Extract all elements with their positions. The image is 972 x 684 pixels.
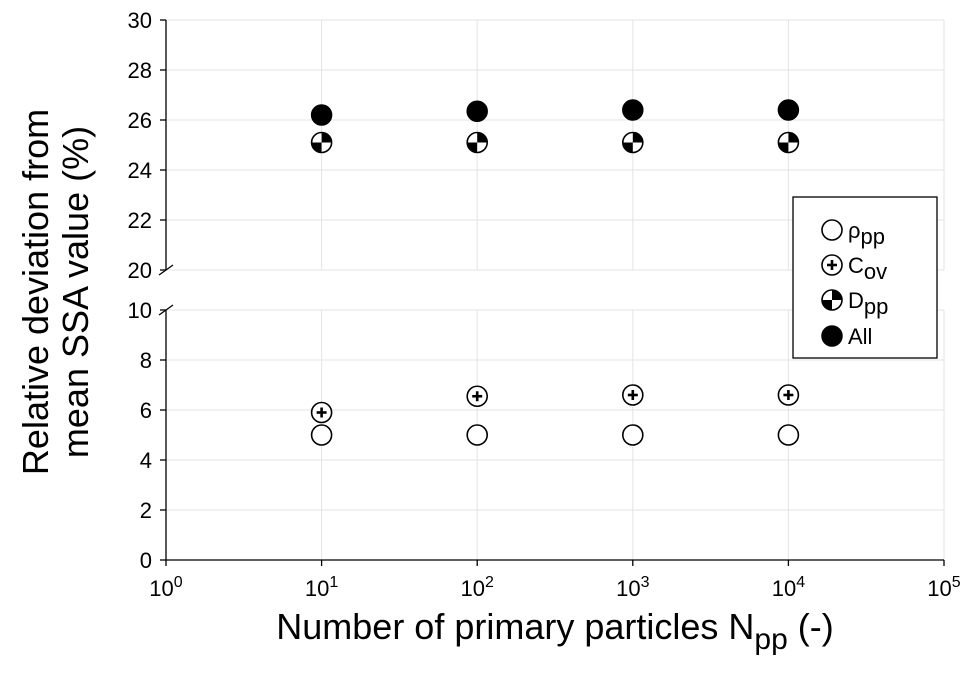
marker-body	[777, 99, 800, 121]
marker-quadrant-bl	[822, 300, 832, 310]
data-point-quarter-filled-circle	[777, 131, 800, 154]
marker-quadrant-bl	[311, 142, 322, 153]
legend: ρpp Cov Dpp All	[792, 196, 938, 359]
y-tick-label: 0	[140, 548, 152, 573]
data-point-filled-circle	[777, 99, 800, 121]
marker-body	[622, 99, 644, 121]
y-tick-label: 24	[128, 158, 152, 183]
legend-marker-open-circle	[821, 219, 843, 241]
x-axis-title-main: Number of primary particles N	[276, 606, 754, 647]
marker-quadrant-tr	[321, 132, 332, 143]
x-tick-label: 105	[927, 574, 960, 601]
y-tick-label: 30	[128, 8, 152, 33]
marker-quadrant-tr	[632, 132, 643, 143]
y-tick-label: 10	[128, 298, 152, 323]
data-point-quarter-filled-circle	[621, 131, 644, 154]
data-point-circle-plus	[621, 384, 644, 406]
marker-quadrant-tr	[788, 132, 799, 143]
marker-body	[777, 424, 800, 446]
x-tick-label: 101	[305, 574, 338, 601]
y-tick-label: 22	[128, 208, 152, 233]
marker-quadrant-tr	[477, 132, 488, 143]
marker-quadrant-bl	[778, 142, 789, 153]
legend-marker-quarter-filled-circle	[821, 289, 843, 311]
x-axis-title-suffix: (-)	[788, 606, 834, 647]
legend-marker-filled-circle	[821, 325, 843, 347]
legend-box	[792, 196, 938, 359]
marker-quadrant-bl	[467, 142, 478, 153]
y-axis-title-line1: Relative deviation from	[15, 109, 56, 475]
y-tick-label: 26	[128, 108, 152, 133]
marker-body	[466, 424, 489, 446]
marker-body	[310, 104, 333, 126]
marker-body	[310, 424, 333, 446]
x-tick-label: 100	[149, 574, 182, 601]
data-points	[310, 99, 800, 446]
x-axis-title-sub: pp	[754, 623, 787, 656]
marker-body	[821, 219, 843, 241]
legend-label-cov: Cov	[848, 253, 887, 284]
marker-body	[821, 325, 843, 347]
legend-marker-circle-plus	[821, 254, 843, 276]
y-tick-label: 20	[128, 258, 152, 283]
plot-frame	[158, 20, 944, 561]
y-tick-label: 6	[140, 398, 152, 423]
y-tick-label: 8	[140, 348, 152, 373]
marker-body	[466, 100, 488, 122]
x-tick-label: 104	[772, 574, 805, 601]
legend-label-dpp: Dpp	[848, 288, 888, 319]
x-tick-label: 102	[461, 574, 494, 601]
data-point-circle-plus	[466, 385, 489, 408]
data-point-quarter-filled-circle	[466, 131, 489, 154]
legend-label-rho: ρpp	[848, 218, 885, 249]
y-axis-title-line2: mean SSA value (%)	[55, 126, 96, 458]
data-point-open-circle	[777, 424, 800, 446]
data-point-open-circle	[310, 424, 333, 446]
y-tick-label: 4	[140, 448, 152, 473]
data-point-filled-circle	[622, 99, 644, 121]
data-point-circle-plus	[310, 401, 333, 424]
data-point-circle-plus	[777, 384, 800, 406]
marker-body	[621, 424, 644, 446]
x-axis-title: Number of primary particles Npp (-)	[276, 606, 833, 656]
y-tick-label: 28	[128, 58, 152, 83]
legend-markers	[821, 219, 843, 347]
data-point-quarter-filled-circle	[310, 131, 333, 154]
legend-label-all: All	[848, 324, 872, 349]
x-tick-label: 103	[616, 574, 649, 601]
data-point-open-circle	[621, 424, 644, 446]
marker-quadrant-tr	[832, 290, 842, 300]
marker-quadrant-bl	[622, 142, 633, 153]
data-point-filled-circle	[310, 104, 333, 126]
data-point-open-circle	[466, 424, 489, 446]
y-tick-label: 2	[140, 498, 152, 523]
data-point-filled-circle	[466, 100, 488, 122]
